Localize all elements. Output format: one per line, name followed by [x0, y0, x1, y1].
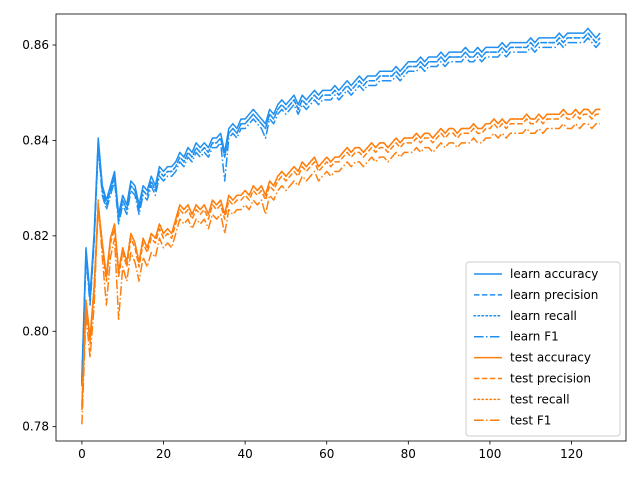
y-tick-label: 0.84: [22, 133, 49, 147]
series-layer: [81, 27, 601, 425]
y-tick-label: 0.82: [22, 229, 49, 243]
legend-label: test precision: [510, 372, 591, 386]
x-tick-label: 60: [319, 447, 334, 461]
legend-box: [465, 261, 621, 437]
series-line-learn-accuracy: [81, 27, 601, 377]
plot-frame: [55, 13, 627, 442]
series-line-test-precision: [81, 113, 601, 411]
legend-label: learn precision: [510, 288, 598, 302]
legend-label: test recall: [510, 392, 570, 406]
y-tick-label: 0.80: [22, 324, 49, 338]
series-line-test-F1: [81, 122, 601, 425]
x-tick-label: 0: [78, 447, 86, 461]
legend-label: learn accuracy: [510, 267, 598, 281]
axes-layer: 0 20 40 60 80 100 120 0.78 0.80 0.82 0.84 0.86: [22, 13, 627, 461]
x-tick-label: 120: [560, 447, 583, 461]
y-tick-label: 0.86: [22, 38, 49, 52]
series-line-learn-F1: [81, 37, 601, 387]
legend: learn accuracy learn precision learn recal…: [465, 261, 621, 437]
y-tick-label: 0.78: [22, 420, 49, 434]
series-line-test-recall: [81, 108, 601, 406]
x-tick-label: 80: [401, 447, 416, 461]
legend-label: test accuracy: [510, 351, 591, 365]
series-line-learn-recall: [81, 32, 601, 383]
legend-label: learn F1: [510, 330, 559, 344]
x-tick-label: 20: [156, 447, 171, 461]
legend-label: test F1: [510, 413, 551, 427]
x-tick-label: 40: [237, 447, 252, 461]
legend-label: learn recall: [510, 309, 577, 323]
x-tick-label: 100: [478, 447, 501, 461]
